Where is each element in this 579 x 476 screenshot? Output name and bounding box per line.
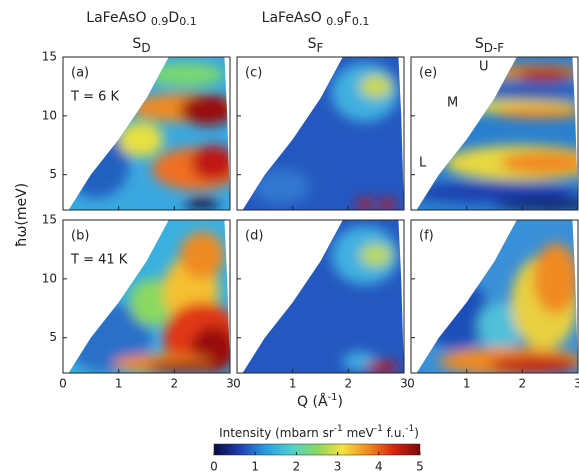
column-symbol: SF	[308, 36, 324, 55]
intensity-region	[488, 356, 578, 373]
x-tick-label: 1	[463, 377, 471, 391]
intensity-region	[185, 198, 219, 210]
x-tick-label: 2	[345, 377, 353, 391]
intensity-region	[118, 121, 164, 158]
intensity-region	[500, 151, 578, 175]
annotation: U	[479, 60, 489, 75]
intensity-region	[416, 181, 578, 203]
intensity-region	[494, 106, 578, 119]
intensity-region	[483, 85, 578, 100]
intensity-region	[477, 302, 523, 350]
column-formula: LaFeAsO 0.9D0.1	[86, 10, 196, 28]
intensity-region	[422, 278, 489, 350]
y-tick-label: 5	[49, 167, 57, 181]
intensity-region	[516, 68, 573, 81]
x-tick-label: 2	[171, 377, 179, 391]
column-symbol: SD	[132, 36, 150, 55]
y-axis-label: ħω(meV)	[14, 183, 30, 247]
panel-label: (d)	[245, 229, 263, 244]
heatmap	[68, 57, 230, 210]
x-tick-label: 0	[233, 377, 241, 391]
column-formula: LaFeAsO 0.9F0.1	[262, 10, 370, 28]
x-tick-label: 0	[407, 377, 415, 391]
panel-label: (e)	[419, 66, 437, 81]
y-tick-label: 10	[42, 271, 57, 285]
panel-frame	[236, 56, 405, 211]
heatmap-texture	[68, 231, 230, 373]
colorbar-tick-label: 4	[375, 460, 383, 474]
intensity-region	[359, 74, 393, 99]
intensity-region	[356, 198, 374, 210]
x-tick-label: 1	[115, 377, 123, 391]
x-tick-label: 2	[519, 377, 527, 391]
heatmap	[68, 220, 230, 373]
intensity-region	[191, 145, 230, 181]
x-tick-label: 0	[59, 377, 67, 391]
colorbar-tick-label: 5	[416, 460, 424, 474]
colorbar-tick-label: 0	[210, 460, 218, 474]
y-tick-label: 15	[42, 50, 57, 64]
colorbar-tick-label: 1	[251, 460, 259, 474]
intensity-region	[146, 62, 225, 87]
annotation: T = 6 K	[70, 90, 120, 105]
intensity-region	[179, 94, 230, 126]
heatmap-texture	[253, 62, 399, 210]
heatmap-texture	[331, 225, 399, 373]
panel-label: (f)	[419, 229, 434, 244]
y-tick-label: 5	[49, 330, 57, 344]
panel-frame	[410, 219, 579, 374]
y-tick-label: 15	[42, 213, 57, 227]
colorbar-tick-label: 3	[334, 460, 342, 474]
heatmap-texture	[422, 243, 578, 373]
colorbar-title: Intensity (mbarn sr-1 meV-1 f.u.-1)	[219, 424, 419, 440]
panel-label: (b)	[71, 229, 89, 244]
intensity-region	[359, 243, 393, 268]
panel-frame	[62, 219, 231, 374]
colorbar-tick-label: 2	[293, 460, 301, 474]
heatmap	[416, 220, 578, 373]
panel-frame	[236, 219, 405, 374]
panel-frame	[410, 56, 579, 211]
colorbar	[213, 443, 421, 456]
intensity-region	[146, 361, 225, 373]
heatmap-texture	[416, 65, 578, 209]
annotation: T = 41 K	[70, 253, 128, 268]
panel-label: (c)	[245, 66, 262, 81]
annotation: L	[419, 156, 427, 171]
intensity-region	[253, 168, 310, 205]
panel-frame	[62, 56, 231, 211]
column-symbol: SD-F	[475, 36, 504, 55]
x-axis-label: Q (Å-1)	[297, 392, 343, 410]
x-tick-label: 3	[226, 377, 234, 391]
x-tick-label: 3	[574, 377, 579, 391]
intensity-region	[533, 243, 578, 315]
y-tick-label: 10	[42, 108, 57, 122]
intensity-region	[365, 361, 399, 373]
panel-label: (a)	[71, 66, 89, 81]
x-tick-label: 1	[289, 377, 297, 391]
intensity-region	[179, 231, 225, 279]
annotation: M	[447, 96, 458, 111]
intensity-region	[378, 198, 396, 210]
x-tick-label: 3	[400, 377, 408, 391]
